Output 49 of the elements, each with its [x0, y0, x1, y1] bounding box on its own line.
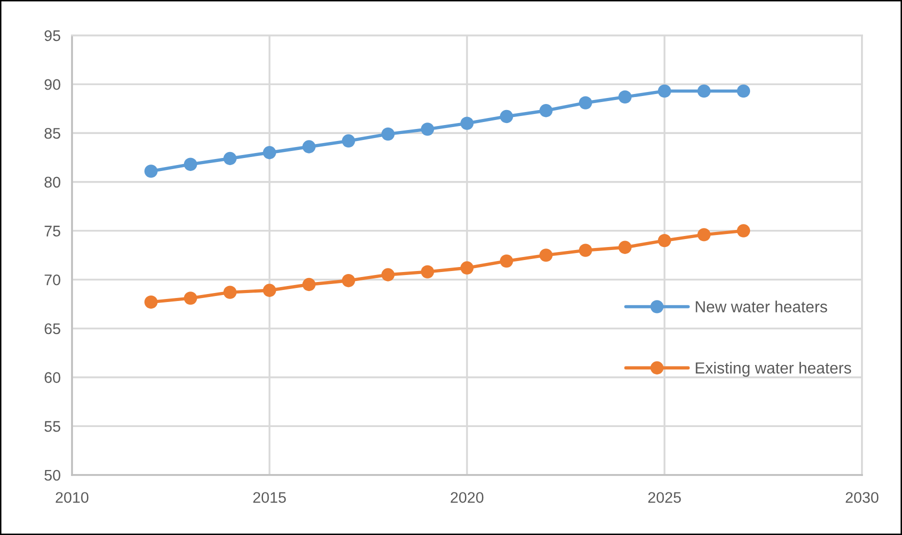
point — [697, 228, 711, 242]
point — [658, 84, 672, 98]
point — [302, 140, 316, 154]
y-tick-label: 80 — [44, 176, 60, 188]
point — [578, 96, 592, 110]
legend-label: New water heaters — [696, 300, 828, 312]
y-tick-label: 70 — [44, 274, 60, 286]
point — [500, 254, 514, 268]
point — [460, 261, 474, 274]
point — [658, 234, 672, 248]
point — [223, 286, 237, 299]
point — [736, 84, 750, 98]
x-tick-label: 2030 — [846, 492, 878, 503]
point — [342, 274, 356, 288]
point — [618, 90, 632, 104]
y-tick-label: 90 — [44, 79, 60, 90]
y-tick-label: 95 — [44, 30, 60, 42]
point — [420, 265, 434, 278]
point — [578, 244, 592, 257]
x-tick-label: 2025 — [648, 492, 681, 503]
point — [381, 127, 395, 141]
x-tick-label: 2015 — [253, 492, 286, 503]
point — [144, 164, 158, 178]
legend-label: Existing water heaters — [696, 362, 852, 377]
x-tick-label: 2010 — [56, 492, 88, 503]
point — [618, 240, 632, 254]
point — [262, 284, 276, 297]
y-tick-label: 50 — [44, 470, 60, 481]
point — [262, 146, 276, 160]
y-tick-label: 65 — [44, 323, 60, 334]
point — [697, 84, 711, 98]
point — [460, 116, 474, 130]
point — [539, 104, 553, 118]
point — [144, 295, 158, 309]
point — [342, 134, 356, 148]
point — [420, 122, 434, 136]
y-tick-label: 85 — [44, 128, 60, 139]
point — [539, 248, 553, 262]
point — [381, 268, 395, 282]
point — [223, 152, 237, 166]
x-tick-label: 2020 — [450, 492, 484, 503]
point — [184, 292, 198, 305]
y-tick-label: 75 — [44, 226, 60, 236]
y-tick-label: 55 — [44, 421, 60, 432]
point — [500, 110, 514, 124]
point — [184, 158, 198, 171]
y-tick-label: 60 — [44, 372, 60, 383]
point — [302, 278, 316, 292]
point — [736, 224, 750, 238]
